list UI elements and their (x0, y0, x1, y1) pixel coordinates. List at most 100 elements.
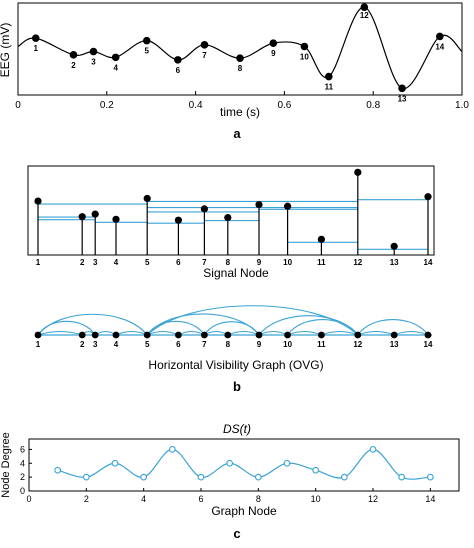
eeg-sample-label: 10 (300, 52, 309, 61)
hvg-node-label: 1 (36, 340, 41, 349)
y-tick-label: 4 (20, 458, 25, 468)
signal-node-label: 4 (114, 258, 119, 267)
eeg-sample-label: 13 (398, 94, 407, 103)
eeg-sample-label: 2 (71, 61, 76, 70)
eeg-sample-label: 5 (145, 47, 150, 56)
hvg-node-label: 4 (114, 340, 119, 349)
signal-node-label: 11 (317, 258, 326, 267)
degree-point (140, 473, 148, 481)
hvg-node (318, 331, 325, 339)
x-tick-label: 14 (425, 494, 435, 504)
degree-point (168, 446, 176, 453)
signal-node-point (255, 200, 263, 209)
hvg-node (390, 331, 398, 339)
eeg-sample-label: 9 (271, 49, 276, 58)
hvg-node-label: 14 (424, 340, 433, 349)
signal-node-point (78, 213, 86, 221)
eeg-sample-point (31, 34, 40, 42)
x-tick-label: 0 (26, 494, 31, 504)
signal-node-label: 1 (36, 258, 41, 267)
eeg-sample-label: 3 (91, 58, 96, 67)
hvg-edge-arc (258, 315, 359, 336)
eeg-sample-label: 11 (325, 83, 334, 92)
x-tick-label: 6 (198, 494, 203, 504)
panel-a-letter: a (233, 126, 241, 141)
eeg-sample-label: 7 (202, 51, 207, 60)
y-tick-label: 2 (20, 472, 25, 482)
x-tick-label: 0.2 (100, 100, 114, 111)
eeg-sample-point (89, 47, 98, 56)
degree-point (398, 473, 406, 481)
hvg-node-label: 8 (226, 340, 231, 349)
eeg-sample-label: 14 (435, 42, 444, 51)
hvg-edge-arc (146, 305, 359, 336)
signal-node-point (284, 202, 292, 210)
eeg-sample-point (200, 41, 209, 49)
hvg-node (354, 331, 362, 339)
signal-node-point (224, 213, 232, 222)
signal-node-label: 13 (390, 258, 399, 267)
panel-c-letter: c (233, 526, 240, 541)
eeg-sample-point (269, 39, 278, 47)
panel-c-title: DS(t) (223, 422, 251, 436)
degree-sequence-points (54, 446, 434, 481)
eeg-signal-curve (17, 6, 463, 89)
hvg-node-label: 12 (353, 340, 362, 349)
eeg-sample-point (300, 42, 309, 51)
hvg-node (201, 331, 208, 339)
hvg-node-label: 5 (145, 340, 150, 349)
panel-c-ticks: 0 2 4 6 8 10 12 14 0 2 4 6 (20, 444, 435, 504)
degree-point (82, 473, 90, 481)
eeg-sample-point (174, 56, 182, 64)
signal-node-point (354, 168, 362, 176)
signal-node-point (91, 210, 99, 218)
hvg-node (175, 331, 182, 339)
y-tick-label: 6 (20, 444, 25, 454)
panel-a-plot-frame (17, 2, 463, 96)
hvg-node-label: 11 (317, 340, 326, 349)
panel-a-x-axis-label: time (s) (220, 105, 260, 119)
x-tick-label: 0.6 (277, 100, 291, 111)
x-tick-label: 8 (256, 494, 261, 504)
signal-node-labels: 1 2 3 4 5 6 7 8 9 10 11 12 13 14 (36, 258, 433, 267)
degree-point (226, 459, 234, 467)
panel-c-x-axis-label: Graph Node (211, 504, 277, 518)
signal-node-label: 9 (257, 258, 262, 267)
degree-point (254, 473, 262, 481)
hvg-edge-arc (37, 313, 148, 336)
panel-a-x-ticks: 0 0.2 0.4 0.6 0.8 1.0 (15, 91, 469, 111)
hvg-node (224, 331, 232, 339)
signal-node-point (317, 235, 325, 243)
signal-node-point (174, 216, 182, 224)
eeg-sample-label: 1 (34, 44, 39, 53)
signal-node-label: 6 (176, 258, 181, 267)
hvg-node (284, 331, 291, 339)
panel-c-y-axis-label: Node Degree (0, 432, 12, 497)
signal-node-label: 3 (93, 258, 98, 267)
hvg-node-label: 6 (176, 340, 181, 349)
x-tick-label: 1.0 (455, 100, 469, 111)
hvg-node (112, 331, 120, 339)
signal-node-point (112, 215, 120, 223)
hvg-node (424, 331, 432, 339)
hvg-edge-arc (357, 319, 429, 336)
eeg-sample-point (111, 53, 120, 62)
signal-node-label: 2 (80, 258, 85, 267)
hvg-node (78, 331, 86, 339)
signal-node-label: 5 (145, 258, 150, 267)
signal-node-label: 12 (353, 258, 362, 267)
degree-point (369, 446, 377, 453)
degree-point (426, 473, 434, 481)
signal-node-label: 10 (283, 258, 292, 267)
panel-b-signal-frame (27, 165, 435, 256)
x-tick-label: 4 (141, 494, 146, 504)
hvg-edge-arc (146, 313, 260, 336)
hvg-node (143, 331, 151, 339)
eeg-sample-point (360, 3, 369, 11)
panel-c-degree-sequence: DS(t) 0 2 4 6 8 10 12 14 0 2 4 6 Graph Node Node De… (0, 422, 460, 541)
hvg-node (91, 331, 99, 339)
eeg-sample-point (142, 36, 151, 45)
hvg-node-label: 9 (257, 340, 262, 349)
